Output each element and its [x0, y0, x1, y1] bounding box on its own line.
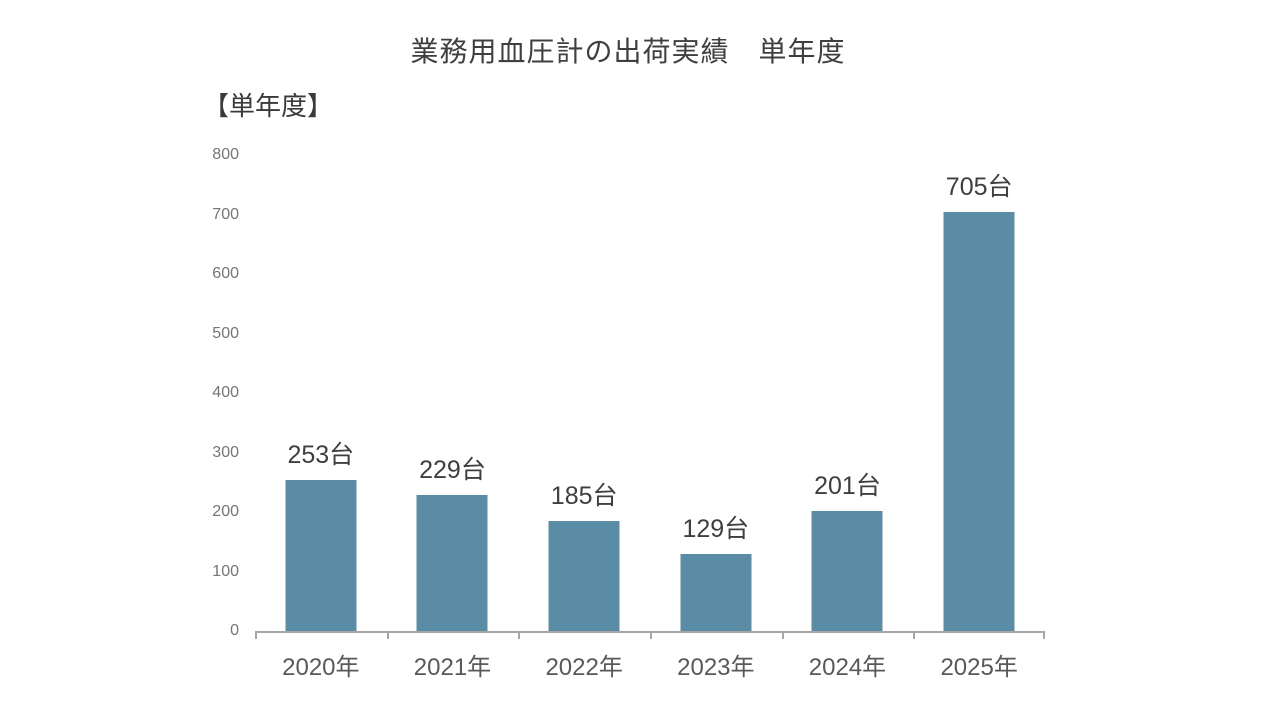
y-tick-label: 0 [230, 622, 239, 639]
bar-2025年 [943, 211, 1015, 631]
y-tick-label: 500 [212, 324, 239, 342]
x-tick-label: 2021年 [413, 654, 492, 681]
x-tick-label: 2020年 [282, 654, 360, 681]
category-cell: 129台 2023年 [650, 155, 782, 681]
y-tick-label: 100 [212, 562, 239, 580]
y-tick-label: 300 [212, 443, 239, 461]
y-tick-label: 400 [212, 384, 239, 401]
y-tick-label: 700 [212, 205, 239, 223]
x-axis-tick [386, 631, 389, 639]
x-axis-tick [1043, 631, 1045, 639]
category-cell: 253台 2020年 [255, 155, 387, 681]
bar-value-label: 201台 [814, 472, 881, 501]
plot-area: 0 100 200 300 400 500 600 700 800 253台 2020年 229台 20… [212, 146, 1045, 681]
chart-title: 業務用血圧計の出荷実績 単年度 [410, 36, 846, 67]
category-cell: 229台 2021年 [387, 155, 519, 681]
bar-2022年 [548, 520, 620, 631]
y-tick-label: 600 [212, 265, 239, 282]
x-tick-label: 2024年 [808, 654, 887, 681]
bar-value-label: 705台 [945, 172, 1013, 201]
x-axis-tick [650, 631, 652, 639]
bar-2023年 [680, 554, 752, 631]
bar-2020年 [285, 480, 357, 631]
bar-2021年 [416, 494, 488, 631]
y-tick-label: 200 [212, 503, 239, 520]
category-cell: 705台 2025年 [913, 155, 1045, 681]
x-axis-tick [913, 631, 916, 639]
bar-value-label: 229台 [419, 455, 486, 484]
category-cell: 185台 2022年 [518, 155, 650, 681]
bar-2024年 [811, 511, 883, 631]
bar-value-label: 185台 [550, 481, 618, 510]
x-tick-label: 2023年 [677, 654, 755, 681]
x-axis-tick [781, 631, 784, 639]
x-tick-label: 2022年 [545, 654, 623, 681]
x-axis-tick [255, 631, 257, 639]
bar-value-label: 129台 [682, 515, 750, 544]
y-tick-label: 800 [212, 146, 239, 163]
bar-value-label: 253台 [287, 441, 355, 470]
x-axis-tick [518, 631, 521, 639]
category-cell: 201台 2024年 [782, 155, 914, 681]
axis-unit-label: 【単年度】 [203, 91, 334, 121]
x-tick-label: 2025年 [940, 654, 1018, 681]
